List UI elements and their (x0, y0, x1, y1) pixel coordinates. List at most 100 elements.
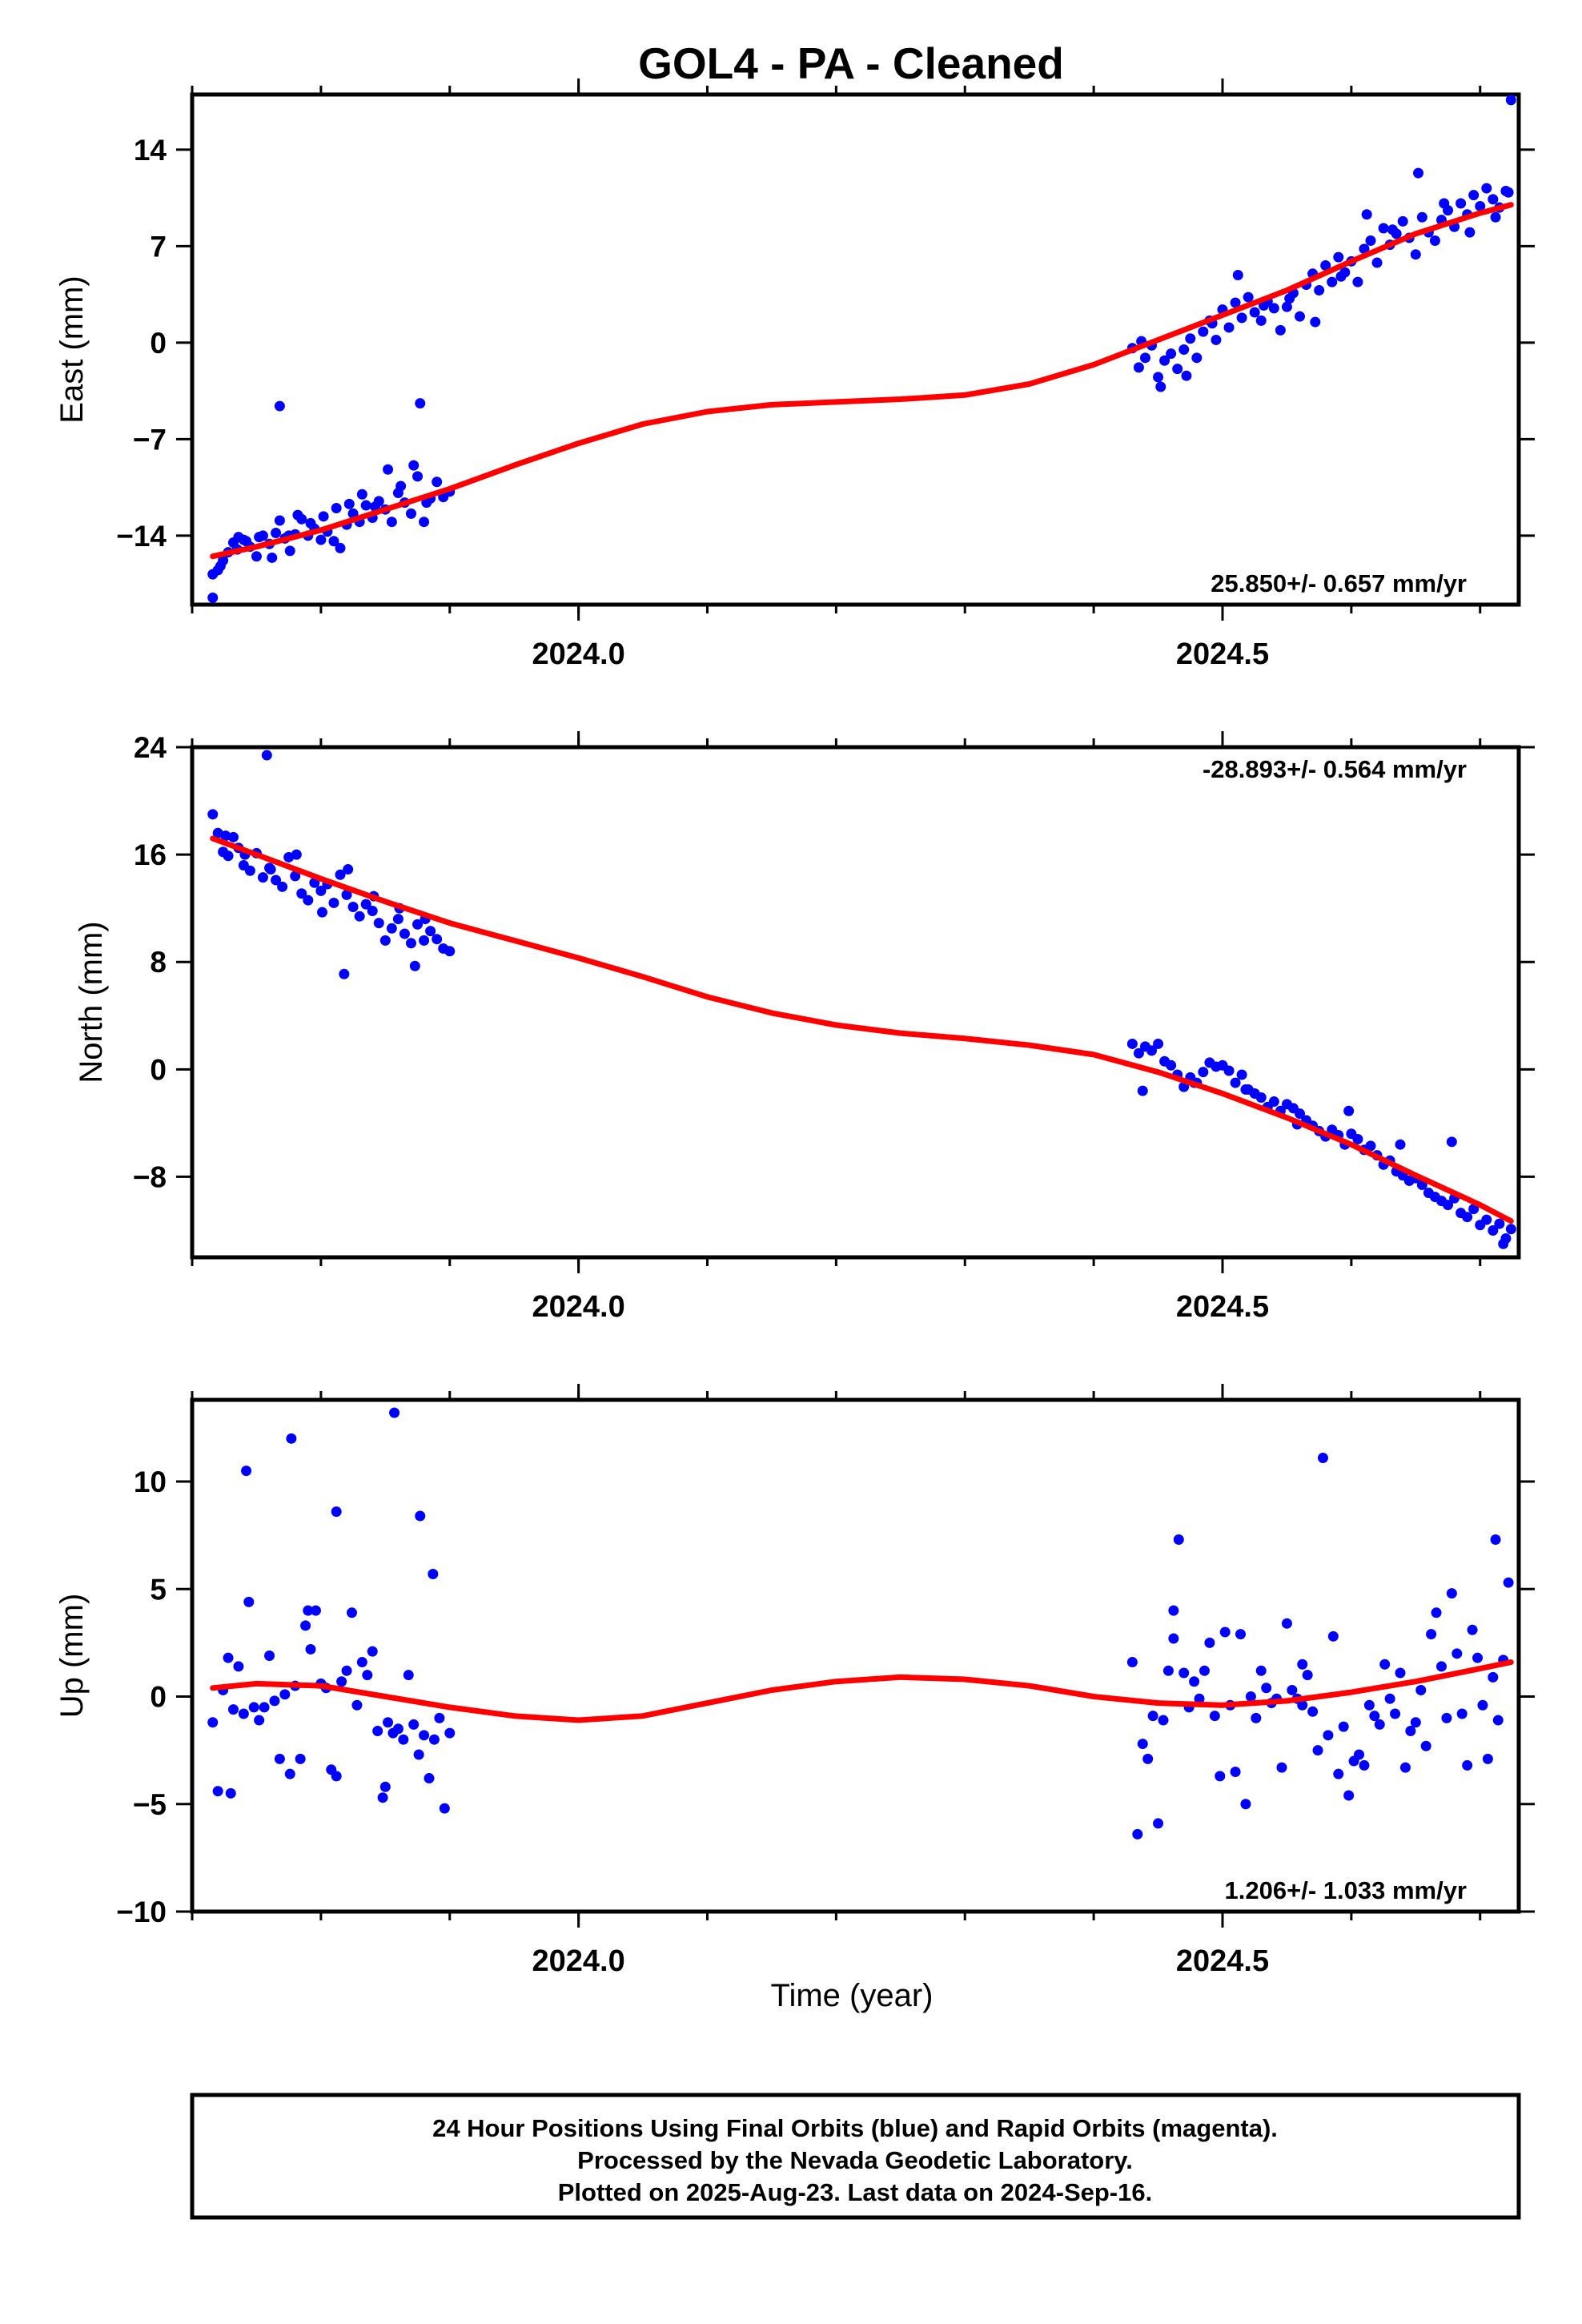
up-data-point (1467, 1624, 1478, 1635)
north-data-point (315, 885, 327, 896)
up-data-point (1199, 1665, 1210, 1676)
north-data-point (290, 870, 301, 882)
up-data-point (1338, 1721, 1349, 1732)
up-data-point (1488, 1671, 1499, 1683)
up-fit-line (210, 1659, 1514, 1723)
north-data-point (1255, 1092, 1267, 1104)
up-rate-label: 1.206+/- 1.033 mm/yr (1225, 1876, 1467, 1904)
north-data-point (392, 914, 404, 925)
east-data-point (1413, 167, 1424, 179)
up-data-point (1431, 1607, 1442, 1618)
north-data-point (354, 911, 365, 922)
east-data-point (215, 561, 226, 572)
up-data-point (331, 1506, 342, 1518)
north-data-point (432, 934, 443, 945)
up-data-point (1240, 1799, 1251, 1810)
up-data-point (392, 1723, 404, 1735)
east-rate-label: 25.850+/- 0.657 mm/yr (1211, 569, 1467, 597)
north-data-point (1468, 1204, 1480, 1215)
footer-line-2: Processed by the Nevada Geodetic Laborat… (577, 2146, 1133, 2174)
up-data-point (1410, 1717, 1421, 1728)
east-data-point (284, 545, 295, 557)
up-data-point (207, 1717, 219, 1728)
east-data-point (1281, 301, 1292, 312)
north-x-tick-label: 2024.5 (1176, 1290, 1269, 1324)
east-data-point (1284, 293, 1295, 304)
up-data-point (1189, 1676, 1200, 1687)
east-data-point (1249, 307, 1260, 318)
up-data-point (1158, 1715, 1169, 1726)
east-data-point (1505, 94, 1516, 106)
up-data-point (1126, 1657, 1138, 1668)
up-data-point (1446, 1588, 1457, 1599)
up-data-point (1230, 1766, 1241, 1777)
up-data-point (434, 1712, 445, 1723)
up-data-point (1426, 1629, 1437, 1640)
east-data-point (1185, 333, 1196, 344)
north-data-point (1198, 1067, 1209, 1078)
east-data-point (1397, 215, 1408, 227)
up-data-point (1147, 1711, 1158, 1722)
up-data-point (379, 1781, 391, 1792)
north-data-point (444, 946, 456, 957)
up-y-tick-label: 5 (150, 1573, 167, 1606)
east-data-point (1429, 235, 1440, 246)
up-y-axis-label: Up (mm) (54, 1594, 90, 1719)
up-data-point (1204, 1637, 1215, 1648)
up-data-point (367, 1646, 378, 1657)
up-data-point (362, 1670, 373, 1681)
up-data-point (303, 1605, 314, 1616)
up-data-point (1178, 1667, 1190, 1679)
up-data-point (1255, 1665, 1267, 1676)
north-data-point (303, 895, 314, 906)
up-data-point (223, 1652, 234, 1663)
north-data-point (379, 935, 391, 946)
east-data-point (1464, 227, 1476, 238)
up-data-point (1245, 1691, 1256, 1703)
north-data-point (412, 919, 424, 930)
north-data-point (291, 849, 302, 860)
up-data-point (444, 1727, 456, 1739)
east-y-tick-label: −7 (133, 423, 167, 456)
up-data-point (424, 1773, 435, 1784)
north-plot-frame (190, 745, 1521, 1260)
up-data-point (1153, 1818, 1164, 1829)
north-data-point (220, 830, 231, 842)
north-data-point (347, 901, 359, 912)
up-data-point (1276, 1762, 1287, 1773)
east-y-tick-label: −14 (116, 520, 167, 553)
east-data-point (1416, 211, 1427, 223)
north-data-point (316, 907, 327, 918)
east-data-point (1378, 223, 1389, 234)
up-data-point (1405, 1725, 1416, 1736)
panel-up: 2024.0 2024.5 −10 −5 0 5 10 Up (mm) 1.206+/- 1.0… (54, 1384, 1535, 1978)
east-data-point (274, 515, 285, 526)
east-data-point (1335, 271, 1347, 282)
up-data-point (398, 1734, 409, 1745)
up-data-point (413, 1749, 424, 1760)
east-data-point (1410, 249, 1421, 260)
north-data-point (339, 968, 350, 979)
east-data-point (1275, 324, 1286, 336)
up-data-point (212, 1786, 223, 1797)
up-data-point (286, 1433, 297, 1444)
chart-title: GOL4 - PA - Cleaned (638, 38, 1064, 88)
up-data-point (1395, 1667, 1406, 1679)
up-x-tick-label: 2024.0 (532, 1944, 625, 1978)
east-data-point (241, 536, 252, 547)
up-data-point (1503, 1577, 1514, 1588)
north-y-tick-label: −8 (133, 1160, 167, 1193)
east-data-point (315, 534, 327, 545)
up-y-tick-label: −10 (116, 1896, 167, 1928)
east-data-point (1503, 187, 1514, 198)
up-plot-frame (190, 1397, 1521, 1914)
east-data-point (343, 498, 355, 509)
up-data-point (1452, 1648, 1463, 1659)
north-rate-label: -28.893+/- 0.564 mm/yr (1203, 755, 1467, 783)
east-data-point (386, 517, 397, 528)
footer-line-1: 24 Hour Positions Using Final Orbits (bl… (432, 2114, 1278, 2142)
up-data-point (439, 1803, 450, 1814)
north-data-point (261, 750, 272, 761)
east-data-point (1232, 270, 1243, 281)
up-data-point (1162, 1665, 1174, 1676)
